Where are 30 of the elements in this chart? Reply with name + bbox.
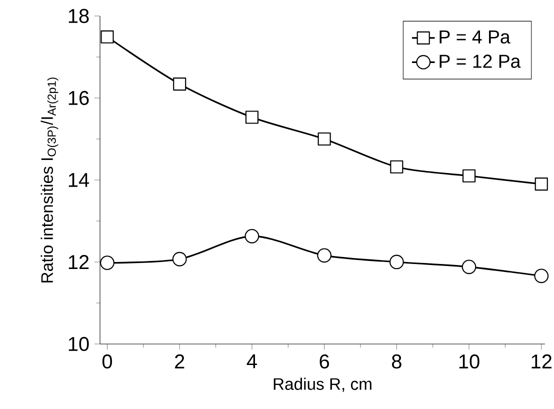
point (534, 268, 549, 284)
point (534, 178, 548, 191)
x-tick-label: 0 (102, 354, 112, 369)
point (389, 254, 404, 270)
point (100, 256, 114, 270)
point (172, 252, 187, 266)
x-tick-label: 8 (392, 354, 402, 369)
point (173, 78, 186, 91)
y-tick-label: 16 (68, 90, 89, 106)
x-axis-title: Radius R, cm (274, 378, 372, 392)
legend-label: P = 12 Pa (440, 54, 521, 68)
y-tick-label: 18 (68, 8, 89, 24)
point (317, 248, 332, 263)
y-tick-label: 10 (68, 336, 89, 352)
y-tick-label: 14 (68, 173, 90, 187)
point (390, 160, 404, 174)
point (318, 132, 331, 146)
legend-label: P = 4 Pa (440, 30, 510, 44)
x-tick-label: 2 (175, 354, 184, 368)
y-tick-label: 12 (68, 255, 89, 269)
x-tick-label: 10 (459, 354, 480, 369)
x-tick-label: 12 (532, 354, 552, 368)
point (462, 169, 476, 182)
y-axis-title: Ratio intensities I$_{O(3P)}$/I$_{Ar(2p1)}$ (40, 78, 58, 282)
point (244, 228, 260, 244)
x-tick-label: 6 (320, 354, 329, 369)
point (245, 110, 258, 124)
point (462, 260, 476, 274)
x-tick-label: 4 (246, 354, 257, 368)
point (100, 30, 114, 44)
